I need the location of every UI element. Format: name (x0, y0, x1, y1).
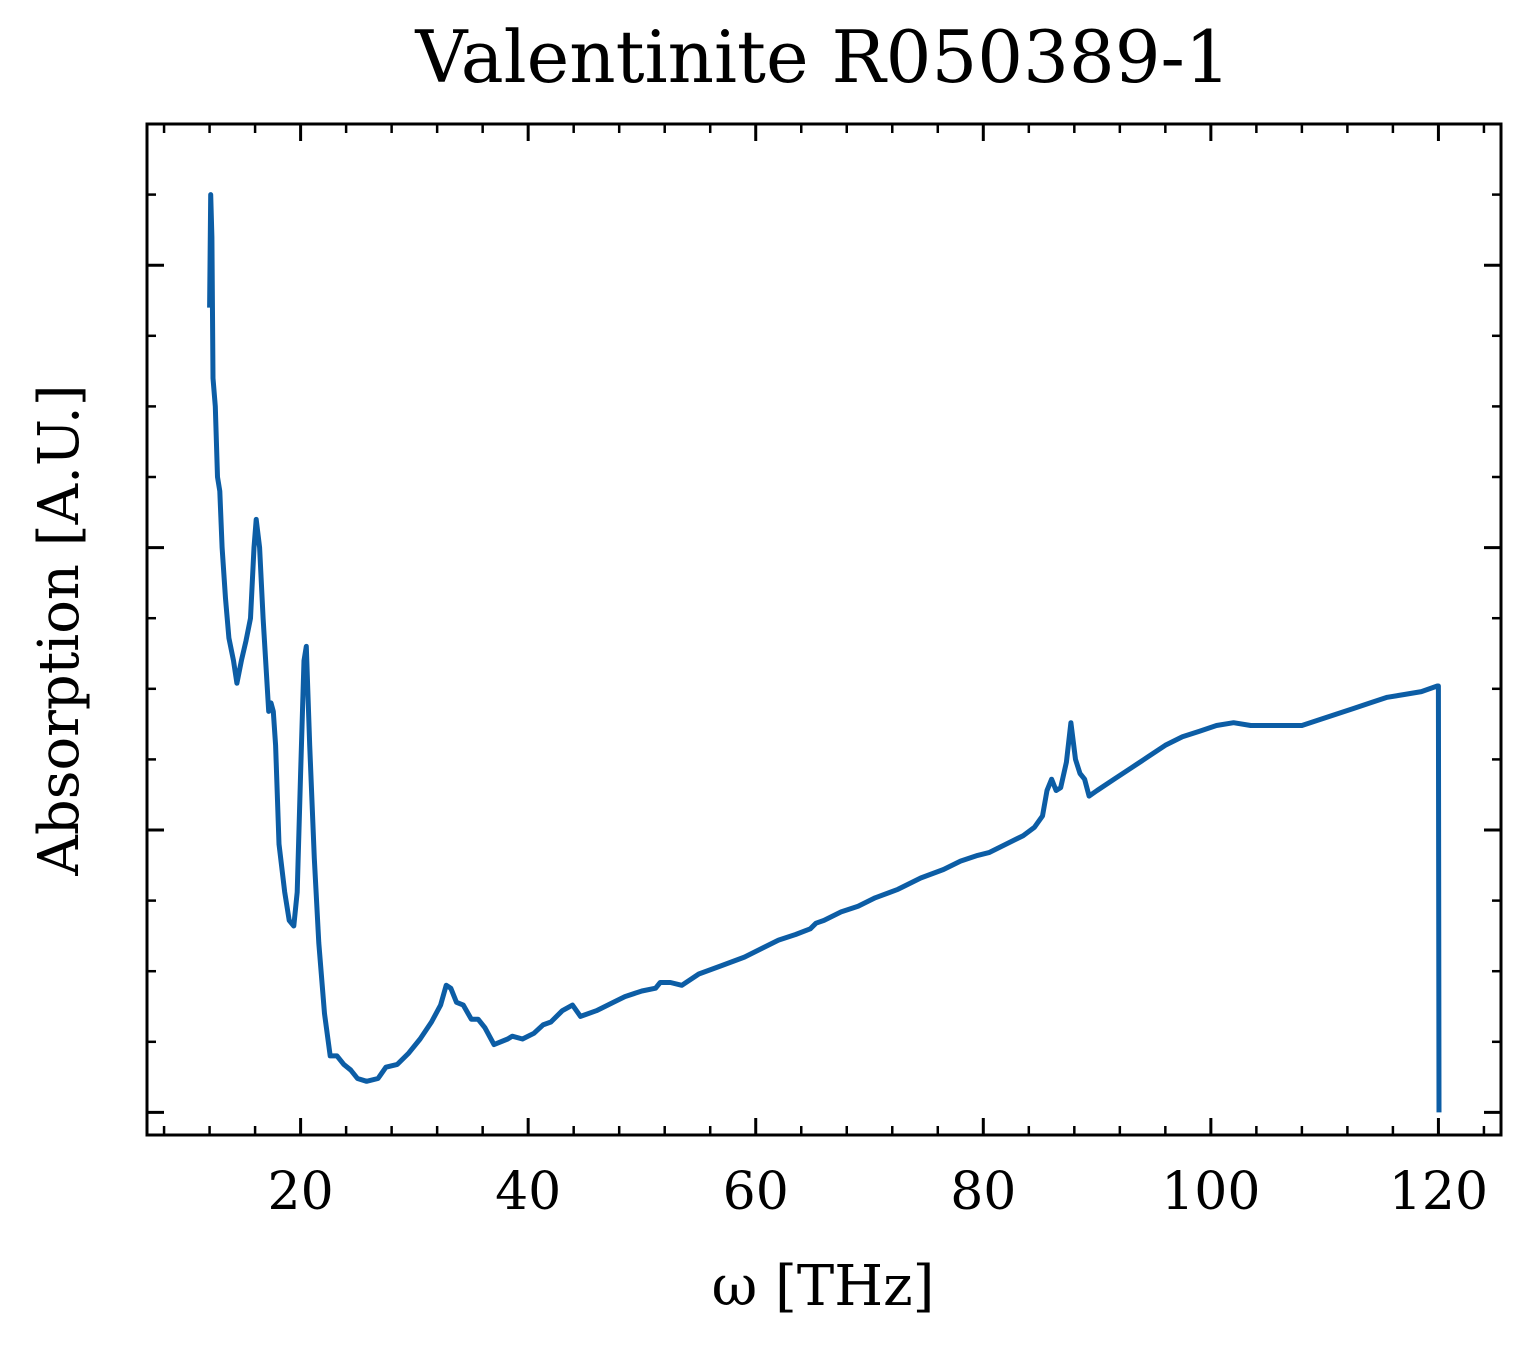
x-tick-labels: 20 40 60 80 100 120 (268, 1162, 1489, 1222)
x-tick-label: 100 (1161, 1162, 1260, 1222)
y-axis-label: Absorption [A.U.] (27, 384, 92, 876)
x-tick-label: 60 (723, 1162, 789, 1222)
x-axis-label: ω [THz] (712, 1254, 935, 1319)
axis-ticks (147, 122, 1501, 1135)
absorption-series-line (207, 192, 1442, 1113)
x-tick-label: 80 (950, 1162, 1016, 1222)
x-tick-label: 120 (1389, 1162, 1488, 1222)
plot-frame (145, 122, 1503, 1137)
x-tick-label: 40 (495, 1162, 561, 1222)
series-layer (207, 192, 1442, 1113)
x-tick-label: 20 (268, 1162, 334, 1222)
chart-title: Valentinite R050389-1 (414, 15, 1230, 99)
